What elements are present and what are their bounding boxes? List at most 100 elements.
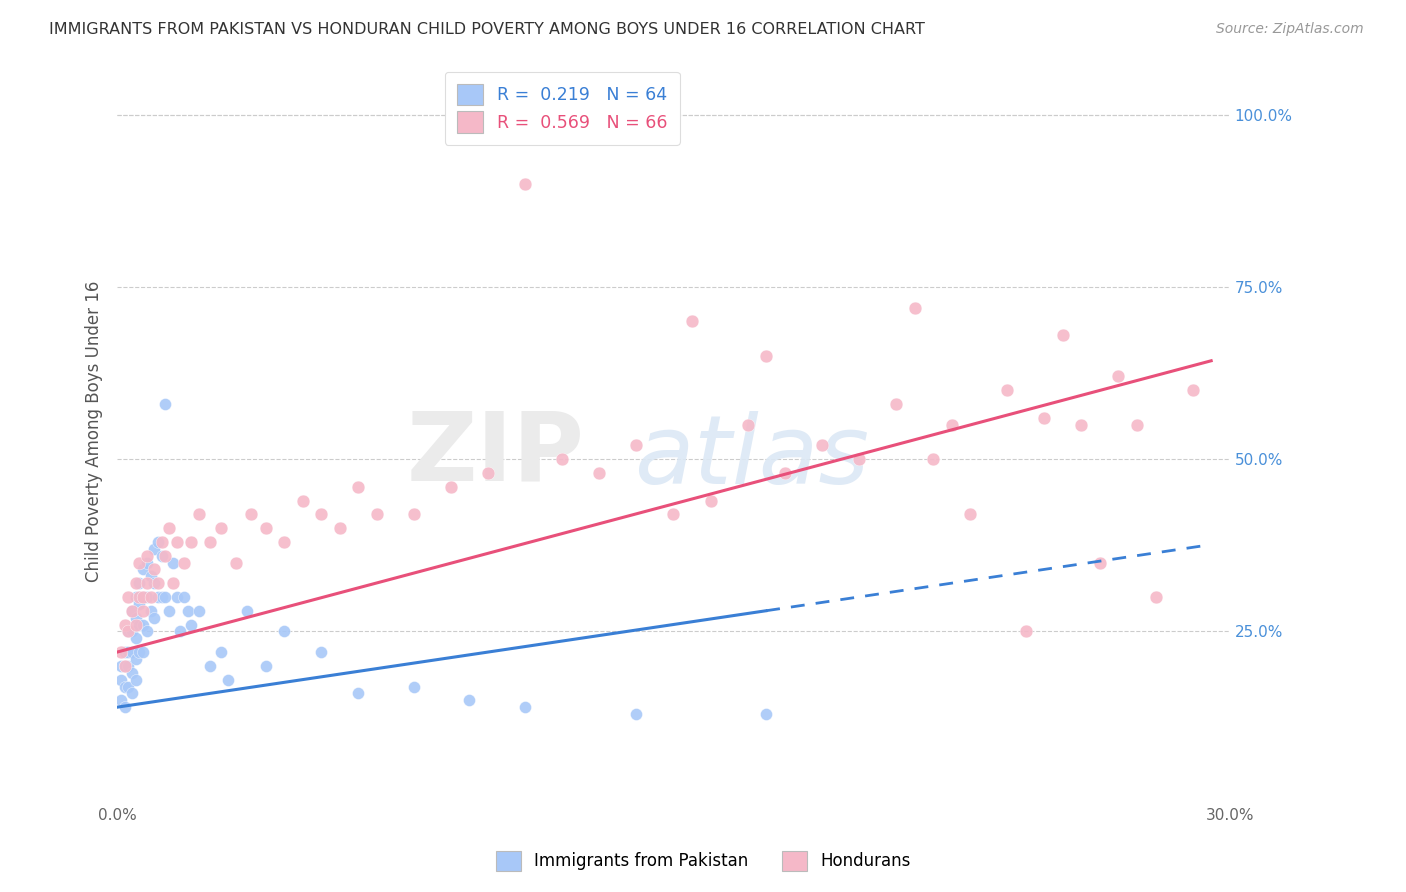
Point <box>128 597 150 611</box>
Point <box>1015 624 1038 639</box>
Point <box>198 534 221 549</box>
Point <box>139 569 162 583</box>
Point <box>117 590 139 604</box>
Point <box>146 576 169 591</box>
Point <box>236 604 259 618</box>
Point <box>125 576 148 591</box>
Point <box>114 617 136 632</box>
Point <box>114 645 136 659</box>
Point <box>125 632 148 646</box>
Point <box>1126 417 1149 432</box>
Text: ZIP: ZIP <box>406 408 585 500</box>
Point <box>162 576 184 591</box>
Point <box>132 604 155 618</box>
Point <box>114 680 136 694</box>
Point <box>513 177 536 191</box>
Point <box>513 700 536 714</box>
Point <box>217 673 239 687</box>
Point <box>169 624 191 639</box>
Point <box>180 617 202 632</box>
Point <box>157 604 180 618</box>
Point <box>114 700 136 714</box>
Point <box>755 707 778 722</box>
Point <box>180 534 202 549</box>
Point <box>254 521 277 535</box>
Point <box>146 534 169 549</box>
Point <box>155 590 177 604</box>
Point <box>309 508 332 522</box>
Point <box>309 645 332 659</box>
Text: IMMIGRANTS FROM PAKISTAN VS HONDURAN CHILD POVERTY AMONG BOYS UNDER 16 CORRELATI: IMMIGRANTS FROM PAKISTAN VS HONDURAN CHI… <box>49 22 925 37</box>
Point <box>922 452 945 467</box>
Point <box>755 349 778 363</box>
Point <box>146 590 169 604</box>
Point <box>128 617 150 632</box>
Point <box>187 508 209 522</box>
Point <box>166 590 188 604</box>
Point <box>1088 556 1111 570</box>
Point <box>132 617 155 632</box>
Point <box>117 658 139 673</box>
Point <box>143 610 166 624</box>
Point <box>273 534 295 549</box>
Point <box>176 604 198 618</box>
Point <box>273 624 295 639</box>
Point <box>150 549 173 563</box>
Point <box>198 658 221 673</box>
Point <box>1070 417 1092 432</box>
Point <box>347 686 370 700</box>
Point <box>347 480 370 494</box>
Point <box>125 652 148 666</box>
Point <box>291 493 314 508</box>
Point <box>366 508 388 522</box>
Point <box>139 590 162 604</box>
Point <box>458 693 481 707</box>
Point <box>402 508 425 522</box>
Point <box>125 590 148 604</box>
Point <box>209 645 232 659</box>
Point <box>903 301 925 315</box>
Point <box>681 314 703 328</box>
Point <box>155 397 177 411</box>
Point <box>157 521 180 535</box>
Point <box>132 590 155 604</box>
Point <box>941 417 963 432</box>
Text: atlas: atlas <box>634 411 869 504</box>
Point <box>551 452 574 467</box>
Point <box>117 624 139 639</box>
Point <box>128 590 150 604</box>
Point <box>810 438 832 452</box>
Point <box>150 534 173 549</box>
Point <box>155 549 177 563</box>
Point <box>959 508 981 522</box>
Point <box>135 549 157 563</box>
Point <box>737 417 759 432</box>
Point <box>121 665 143 680</box>
Point <box>209 521 232 535</box>
Legend: Immigrants from Pakistan, Hondurans: Immigrants from Pakistan, Hondurans <box>488 842 918 880</box>
Point <box>125 617 148 632</box>
Point <box>121 686 143 700</box>
Text: Source: ZipAtlas.com: Source: ZipAtlas.com <box>1216 22 1364 37</box>
Point <box>121 604 143 618</box>
Point <box>110 645 132 659</box>
Point <box>173 556 195 570</box>
Point <box>110 658 132 673</box>
Point <box>117 680 139 694</box>
Point <box>162 556 184 570</box>
Point <box>1033 410 1056 425</box>
Point <box>626 707 648 722</box>
Point <box>884 397 907 411</box>
Point <box>135 576 157 591</box>
Point <box>132 645 155 659</box>
Point <box>125 673 148 687</box>
Y-axis label: Child Poverty Among Boys Under 16: Child Poverty Among Boys Under 16 <box>86 281 103 582</box>
Point <box>1052 328 1074 343</box>
Point <box>128 576 150 591</box>
Point <box>121 604 143 618</box>
Point <box>173 590 195 604</box>
Point <box>117 624 139 639</box>
Point <box>132 562 155 576</box>
Point <box>402 680 425 694</box>
Point <box>132 590 155 604</box>
